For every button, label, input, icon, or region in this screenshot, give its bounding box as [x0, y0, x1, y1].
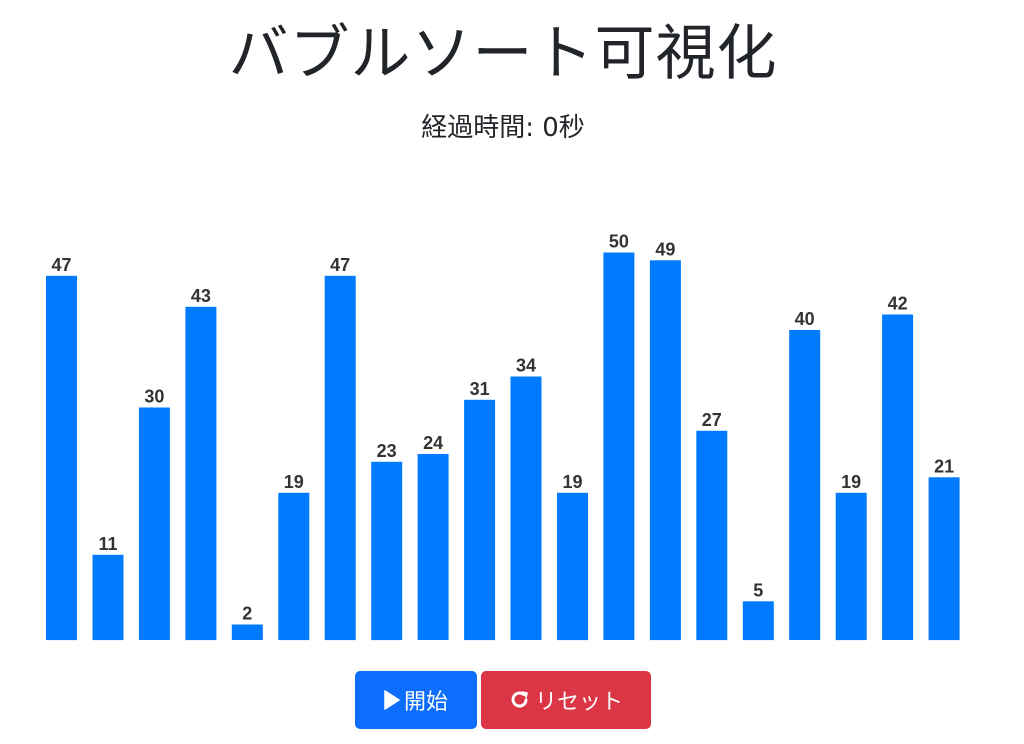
- reset-button-label: リセット: [534, 690, 623, 715]
- elapsed-time-value: 0: [542, 113, 559, 143]
- bar: [789, 330, 821, 640]
- bar: [185, 306, 217, 641]
- bar-value-label: 47: [51, 255, 71, 275]
- bar-value-label: 24: [423, 433, 443, 453]
- start-button[interactable]: 開始: [355, 671, 477, 729]
- controls: 開始 リセット: [0, 671, 1006, 729]
- bar-value-label: 21: [934, 456, 954, 476]
- bar: [928, 477, 960, 641]
- bar: [324, 275, 356, 641]
- bar-chart: 47 11 30 43 2 19 47 23 24 31 34 19 50 49 27 5 40 19 42 21: [46, 232, 960, 641]
- bar: [278, 492, 310, 641]
- elapsed-time-label: 経過時間:: [421, 113, 534, 143]
- bar: [835, 492, 867, 641]
- bar-value-label: 43: [191, 286, 211, 306]
- bar: [92, 554, 124, 641]
- bar-value-label: 11: [98, 534, 117, 554]
- reset-button[interactable]: リセット: [481, 671, 651, 729]
- bar-value-label: 47: [330, 255, 350, 275]
- bar: [371, 461, 403, 641]
- bar-value-label: 31: [470, 379, 490, 399]
- bar: [882, 314, 914, 640]
- bar-value-label: 42: [888, 294, 908, 314]
- play-icon: [384, 690, 400, 710]
- bar-value-label: 34: [516, 356, 536, 376]
- bar-value-label: 49: [655, 239, 675, 259]
- bar-value-label: 19: [841, 472, 861, 492]
- bar: [464, 399, 496, 641]
- bar-value-label: 19: [284, 472, 304, 492]
- bar: [742, 601, 774, 641]
- bar: [649, 260, 681, 641]
- bar-value-label: 2: [242, 604, 252, 624]
- bar: [417, 454, 449, 640]
- bar: [46, 275, 77, 641]
- bar-value-label: 40: [795, 309, 815, 329]
- bar: [603, 252, 635, 640]
- bar-value-label: 5: [753, 580, 763, 600]
- elapsed-time: 経過時間: 0秒: [0, 108, 1006, 148]
- bar: [138, 407, 170, 640]
- redo-icon: [509, 689, 531, 711]
- bar-value-label: 30: [144, 387, 164, 407]
- bar-value-label: 27: [702, 410, 722, 430]
- bar: [696, 430, 728, 641]
- bar: [557, 492, 588, 641]
- bar: [510, 376, 542, 640]
- elapsed-time-unit: 秒: [558, 113, 585, 143]
- bar-value-label: 50: [609, 232, 629, 252]
- start-button-label: 開始: [403, 690, 448, 715]
- bar-chart-svg: 47 11 30 43 2 19 47 23 24 31 34 19 50 49 27 5 40 19 42 21: [46, 232, 960, 641]
- page-title: バブルソート可視化: [228, 19, 778, 89]
- bar-value-label: 19: [562, 472, 582, 492]
- bar-value-label: 23: [377, 441, 397, 461]
- bar: [231, 624, 263, 640]
